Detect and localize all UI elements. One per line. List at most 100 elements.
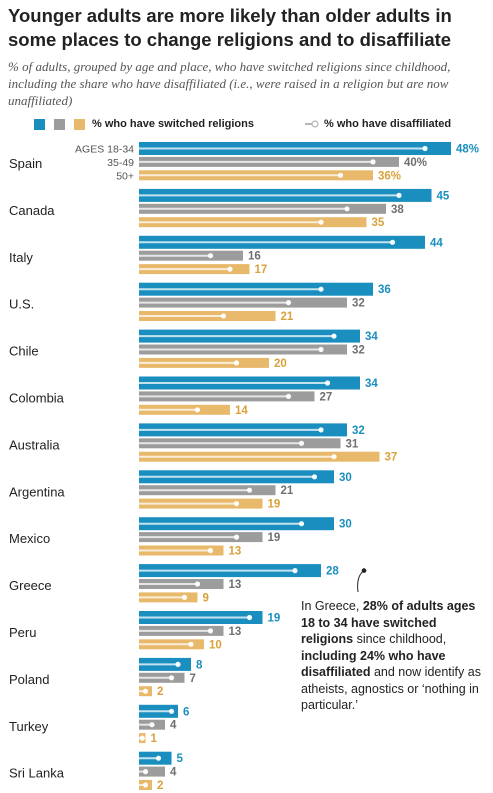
disaffiliated-marker-spain-old xyxy=(337,172,344,178)
disaffiliated-marker-poland-middle xyxy=(168,675,175,681)
callout-text-segment: including 24% who have disaffiliated xyxy=(301,648,446,680)
disaffiliated-marker-argentina-middle xyxy=(246,487,253,493)
value-label-chile-middle: 32 xyxy=(352,345,365,357)
country-label-australia: Australia xyxy=(9,437,60,452)
country-label-greece: Greece xyxy=(9,578,52,593)
disaffiliated-marker-greece-middle xyxy=(194,581,201,587)
callout-pointer-line xyxy=(357,570,365,593)
disaffiliated-marker-mexico-old xyxy=(207,547,214,554)
value-label-mexico-middle: 19 xyxy=(268,532,281,544)
disaffiliated-marker-greece-old xyxy=(181,594,188,601)
age-group-label-middle: 35-49 xyxy=(107,157,134,169)
country-label-chile: Chile xyxy=(9,344,39,359)
disaffiliated-marker-italy-young xyxy=(389,239,396,245)
country-label-colombia: Colombia xyxy=(9,391,65,406)
country-label-u-s: U.S. xyxy=(9,297,34,312)
country-label-turkey: Turkey xyxy=(9,719,49,734)
disaffiliated-marker-greece-young xyxy=(292,568,298,574)
disaffiliated-marker-u-s-old xyxy=(220,313,227,319)
value-label-peru-young: 19 xyxy=(268,613,281,625)
disaffiliated-marker-u-s-young xyxy=(318,286,324,292)
value-label-u-s-old: 21 xyxy=(281,311,294,323)
country-label-poland: Poland xyxy=(9,672,49,687)
disaffiliated-marker-australia-young xyxy=(318,427,324,433)
greece-annotation: In Greece, 28% of adults ages 18 to 34 h… xyxy=(301,598,491,714)
value-label-greece-middle: 13 xyxy=(229,579,242,591)
value-label-australia-old: 37 xyxy=(385,452,398,464)
disaffiliated-marker-colombia-middle xyxy=(285,393,292,399)
callout-text-segment: and now identify as atheists, agnostics … xyxy=(301,665,481,712)
disaffiliated-marker-spain-young xyxy=(422,145,428,152)
disaffiliated-marker-peru-old xyxy=(188,641,194,647)
value-label-mexico-young: 30 xyxy=(339,519,352,531)
legend-swatch-middle xyxy=(54,119,65,130)
value-label-spain-young: 48% xyxy=(456,144,479,156)
value-label-chile-old: 20 xyxy=(274,358,287,370)
value-label-colombia-middle: 27 xyxy=(320,391,333,403)
value-label-greece-young: 28 xyxy=(326,566,339,578)
value-label-peru-middle: 13 xyxy=(229,626,242,638)
value-label-u-s-young: 36 xyxy=(378,284,391,296)
callout-text-segment: since childhood, xyxy=(353,632,447,646)
callout-text-segment: 28% of adults ages 18 to 34 have switche… xyxy=(301,599,476,646)
disaffiliated-marker-australia-old xyxy=(331,454,337,460)
callout-text-segment: In Greece, xyxy=(301,599,363,613)
value-label-australia-middle: 31 xyxy=(346,438,359,450)
disaffiliated-marker-mexico-middle xyxy=(233,534,240,540)
value-label-chile-young: 34 xyxy=(365,331,378,343)
disaffiliated-marker-canada-young xyxy=(396,192,402,198)
value-label-italy-middle: 16 xyxy=(248,251,261,263)
disaffiliated-marker-peru-middle xyxy=(207,628,214,634)
disaffiliated-marker-sri-lanka-old xyxy=(142,782,149,788)
disaffiliated-marker-turkey-middle xyxy=(149,722,155,728)
legend-switched-label: % who have switched religions xyxy=(92,118,254,130)
country-label-peru: Peru xyxy=(9,625,36,640)
value-label-sri-lanka-old: 2 xyxy=(157,780,163,792)
value-label-u-s-middle: 32 xyxy=(352,298,365,310)
value-label-australia-young: 32 xyxy=(352,425,365,437)
value-label-greece-old: 9 xyxy=(203,592,209,604)
disaffiliated-marker-poland-old xyxy=(142,688,149,694)
country-label-argentina: Argentina xyxy=(9,484,65,499)
value-label-argentina-middle: 21 xyxy=(281,485,294,497)
value-label-spain-old: 36% xyxy=(378,170,401,182)
value-label-poland-middle: 7 xyxy=(190,673,196,685)
disaffiliated-marker-argentina-young xyxy=(311,474,318,480)
disaffiliated-marker-peru-young xyxy=(246,614,253,621)
chart-title: Younger adults are more likely than olde… xyxy=(8,5,452,50)
value-label-poland-young: 8 xyxy=(196,659,203,671)
disaffiliated-marker-italy-old xyxy=(227,266,233,272)
value-label-colombia-young: 34 xyxy=(365,378,378,390)
disaffiliated-marker-icon xyxy=(305,120,319,128)
disaffiliated-marker-sri-lanka-middle xyxy=(142,769,149,775)
legend-swatch-young xyxy=(34,119,45,130)
disaffiliated-marker-colombia-old xyxy=(194,407,201,413)
legend-disaffiliated-label: % who have disaffiliated xyxy=(324,118,452,130)
disaffiliated-marker-canada-old xyxy=(318,219,324,225)
chart-subtitle: % of adults, grouped by age and place, w… xyxy=(8,59,451,108)
disaffiliated-marker-chile-old xyxy=(233,360,240,366)
disaffiliated-marker-mexico-young xyxy=(298,521,305,527)
disaffiliated-marker-colombia-young xyxy=(324,380,331,386)
bar-sri-lanka-middle xyxy=(139,766,165,777)
disaffiliated-marker-chile-young xyxy=(331,333,337,339)
value-label-argentina-young: 30 xyxy=(339,472,352,484)
disaffiliated-marker-italy-middle xyxy=(207,253,214,259)
country-label-italy: Italy xyxy=(9,250,33,265)
country-label-sri-lanka: Sri Lanka xyxy=(9,766,65,781)
disaffiliated-marker-u-s-middle xyxy=(285,300,292,306)
value-label-poland-old: 2 xyxy=(157,686,163,698)
value-label-turkey-young: 6 xyxy=(183,706,189,718)
value-label-italy-old: 17 xyxy=(255,264,268,276)
disaffiliated-marker-poland-young xyxy=(175,661,181,668)
value-label-spain-middle: 40% xyxy=(404,157,427,169)
value-label-mexico-old: 13 xyxy=(229,546,242,558)
legend-swatch-old xyxy=(74,119,85,130)
value-label-italy-young: 44 xyxy=(430,237,443,249)
disaffiliated-marker-sri-lanka-young xyxy=(155,755,162,761)
value-label-canada-old: 35 xyxy=(372,217,385,229)
disaffiliated-marker-turkey-old xyxy=(139,735,145,741)
value-label-argentina-old: 19 xyxy=(268,499,281,511)
disaffiliated-marker-canada-middle xyxy=(344,206,350,212)
country-label-canada: Canada xyxy=(9,203,55,218)
